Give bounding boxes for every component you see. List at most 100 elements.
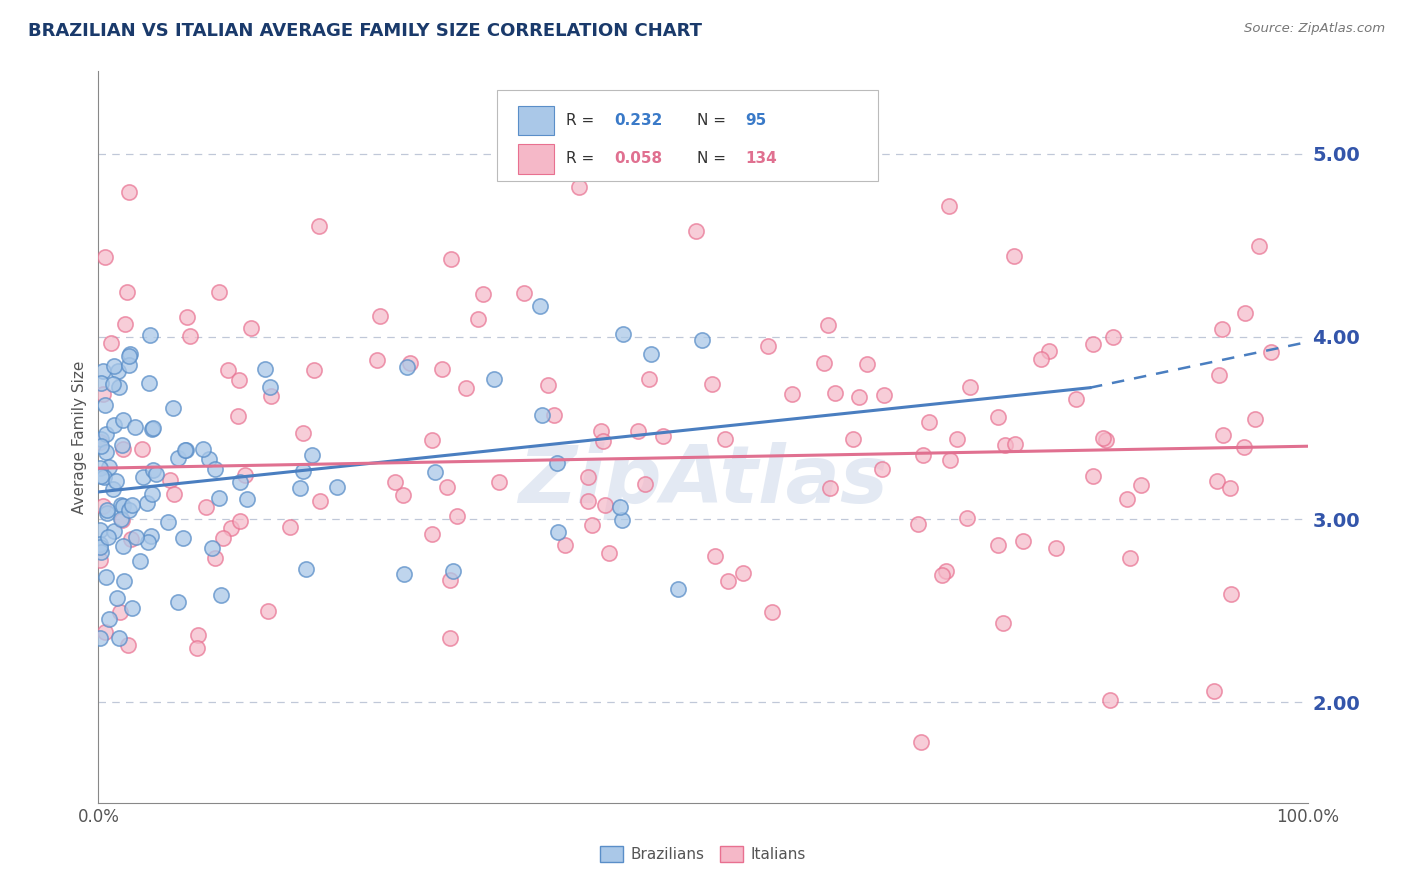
Point bbox=[1083, 337, 1105, 351]
Point bbox=[666, 582, 689, 597]
Point bbox=[420, 527, 443, 541]
Text: Source: ZipAtlas.com: Source: ZipAtlas.com bbox=[1244, 22, 1385, 36]
Point bbox=[101, 482, 124, 496]
Point bbox=[260, 389, 283, 403]
Point bbox=[612, 327, 634, 342]
Point bbox=[118, 347, 141, 361]
Point bbox=[94, 445, 117, 459]
Point bbox=[90, 545, 112, 559]
Point bbox=[228, 372, 250, 386]
Point bbox=[110, 512, 132, 526]
Point bbox=[1219, 481, 1241, 495]
Point bbox=[472, 286, 495, 301]
Point bbox=[713, 432, 735, 446]
Point bbox=[89, 461, 111, 475]
Point bbox=[818, 481, 841, 495]
Point bbox=[782, 386, 804, 401]
Point bbox=[121, 601, 143, 615]
Point bbox=[638, 372, 661, 386]
FancyBboxPatch shape bbox=[517, 145, 554, 174]
Point bbox=[89, 435, 111, 450]
Point bbox=[156, 515, 179, 529]
Point bbox=[568, 180, 591, 194]
Point bbox=[111, 539, 134, 553]
Point bbox=[91, 499, 114, 513]
Point bbox=[217, 363, 239, 377]
Point bbox=[634, 477, 657, 491]
Point bbox=[138, 376, 160, 390]
Point bbox=[118, 185, 141, 199]
Text: 95: 95 bbox=[745, 112, 766, 128]
Point bbox=[1204, 684, 1226, 698]
Point bbox=[576, 493, 599, 508]
Point bbox=[368, 309, 391, 323]
Point bbox=[912, 448, 935, 462]
FancyBboxPatch shape bbox=[517, 105, 554, 135]
Point bbox=[197, 451, 219, 466]
Point bbox=[93, 624, 115, 639]
Point bbox=[240, 321, 263, 335]
Point bbox=[204, 461, 226, 475]
Point bbox=[817, 318, 839, 332]
Point bbox=[439, 573, 461, 587]
Point bbox=[467, 312, 489, 326]
Point bbox=[98, 612, 121, 626]
Legend: Brazilians, Italians: Brazilians, Italians bbox=[593, 840, 813, 868]
Point bbox=[910, 735, 932, 749]
Point bbox=[531, 409, 554, 423]
Point bbox=[1092, 431, 1115, 445]
Point bbox=[174, 443, 197, 458]
Point bbox=[756, 339, 779, 353]
FancyBboxPatch shape bbox=[498, 90, 879, 181]
Point bbox=[208, 491, 231, 506]
Point bbox=[121, 499, 143, 513]
Point bbox=[685, 224, 707, 238]
Point bbox=[167, 595, 190, 609]
Point bbox=[90, 432, 112, 446]
Point bbox=[392, 488, 415, 502]
Point bbox=[111, 413, 134, 427]
Point bbox=[111, 513, 134, 527]
Point bbox=[89, 631, 111, 645]
Text: N =: N = bbox=[697, 152, 731, 167]
Text: 0.058: 0.058 bbox=[614, 152, 662, 167]
Point bbox=[90, 376, 112, 390]
Point bbox=[420, 433, 443, 447]
Point bbox=[612, 513, 634, 527]
Point bbox=[104, 474, 127, 488]
Point bbox=[176, 310, 198, 325]
Point bbox=[855, 357, 877, 371]
Point bbox=[842, 432, 865, 446]
Point bbox=[848, 390, 870, 404]
Point bbox=[987, 538, 1010, 552]
Point bbox=[94, 398, 117, 412]
Point bbox=[131, 442, 153, 457]
Point bbox=[176, 443, 198, 458]
Point bbox=[1083, 469, 1105, 483]
Point bbox=[145, 467, 167, 481]
Point bbox=[94, 427, 117, 442]
Point bbox=[141, 487, 163, 501]
Point bbox=[326, 480, 349, 494]
Point bbox=[1219, 587, 1241, 601]
Point bbox=[111, 438, 134, 452]
Point bbox=[1119, 550, 1142, 565]
Point bbox=[589, 424, 612, 438]
Point bbox=[1029, 352, 1052, 367]
Text: 0.232: 0.232 bbox=[614, 112, 664, 128]
Point bbox=[142, 463, 165, 477]
Point bbox=[1004, 436, 1026, 450]
Point bbox=[1098, 693, 1121, 707]
Point bbox=[938, 199, 960, 213]
Point bbox=[733, 566, 755, 580]
Point bbox=[1208, 368, 1230, 383]
Point bbox=[1038, 343, 1060, 358]
Point bbox=[112, 442, 135, 457]
Point bbox=[395, 359, 418, 374]
Point bbox=[1002, 249, 1025, 263]
Point bbox=[89, 540, 111, 554]
Point bbox=[103, 359, 125, 373]
Point bbox=[931, 568, 953, 582]
Point bbox=[436, 480, 458, 494]
Point bbox=[1095, 434, 1118, 448]
